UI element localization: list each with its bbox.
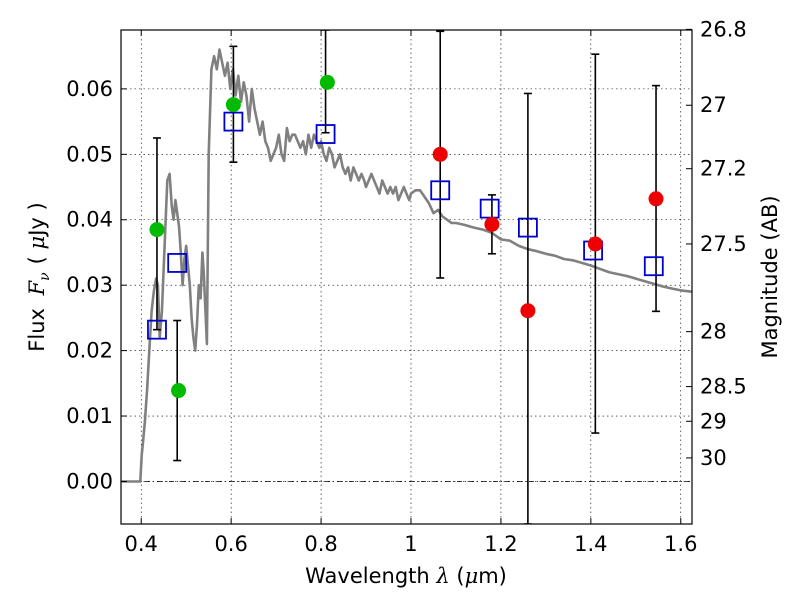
y-tick-label: 0.00 xyxy=(66,469,113,493)
model-photometry-square xyxy=(147,319,167,340)
model-photometry-square xyxy=(315,124,336,144)
red-data-point xyxy=(587,236,603,252)
magnitude-axis-label: Magnitude (AB) xyxy=(758,195,782,358)
magnitude-tick-label: 26.8 xyxy=(700,17,747,41)
y-tick-label: 0.03 xyxy=(66,273,113,297)
x-axis-label: Wavelength λ (μm) xyxy=(305,564,507,588)
y-axis-label: Flux Fν( μJy ) xyxy=(25,202,53,351)
magnitude-tick-label: 28 xyxy=(700,320,727,344)
y-tick-label: 0.02 xyxy=(66,339,113,363)
red-data-point xyxy=(484,216,500,232)
model-photometry-square xyxy=(643,256,664,277)
data-markers xyxy=(147,74,664,399)
x-tick-label: 1.2 xyxy=(484,532,517,556)
x-tick-label: 1.4 xyxy=(574,532,607,556)
x-tick-label: 1 xyxy=(404,532,417,556)
grid-lines xyxy=(121,30,692,524)
x-tick-label: 0.4 xyxy=(125,532,158,556)
model-photometry-square xyxy=(430,180,451,201)
magnitude-tick-label: 27 xyxy=(700,93,727,117)
magnitude-tick-label: 28.5 xyxy=(700,375,747,399)
green-data-point xyxy=(149,222,165,238)
green-data-point xyxy=(319,74,335,90)
y-tick-label: 0.01 xyxy=(66,404,113,428)
model-spectrum-line xyxy=(121,48,692,483)
red-data-point xyxy=(648,191,664,207)
y-tick-label: 0.05 xyxy=(66,142,113,166)
red-data-point xyxy=(520,303,536,319)
magnitude-tick-label: 27.5 xyxy=(700,232,747,256)
model-photometry-square xyxy=(167,253,188,273)
x-axis-ticks: 0.4 0.6 0.8 1 1.2 1.4 1.6 xyxy=(125,30,697,556)
y-tick-label: 0.04 xyxy=(66,208,113,232)
y-tick-label: 0.06 xyxy=(66,77,113,101)
red-data-point xyxy=(432,146,448,162)
y-axis-ticks: 0.00 0.01 0.02 0.03 0.04 0.05 0.06 xyxy=(66,77,127,493)
plot-frame xyxy=(120,29,693,525)
model-photometry-square xyxy=(517,217,538,238)
model-photometry-square xyxy=(223,111,244,132)
x-tick-label: 0.6 xyxy=(214,532,247,556)
green-data-point xyxy=(171,383,187,399)
model-photometry-square xyxy=(479,198,500,219)
x-tick-label: 0.8 xyxy=(304,532,337,556)
magnitude-tick-label: 30 xyxy=(700,446,727,470)
magnitude-tick-label: 27.2 xyxy=(700,157,747,181)
magnitude-axis-ticks: 26.8 27 27.2 27.5 28 28.5 29 30 xyxy=(686,17,747,470)
magnitude-tick-label: 29 xyxy=(700,409,727,433)
x-tick-label: 1.6 xyxy=(664,532,697,556)
green-data-point xyxy=(225,97,241,113)
